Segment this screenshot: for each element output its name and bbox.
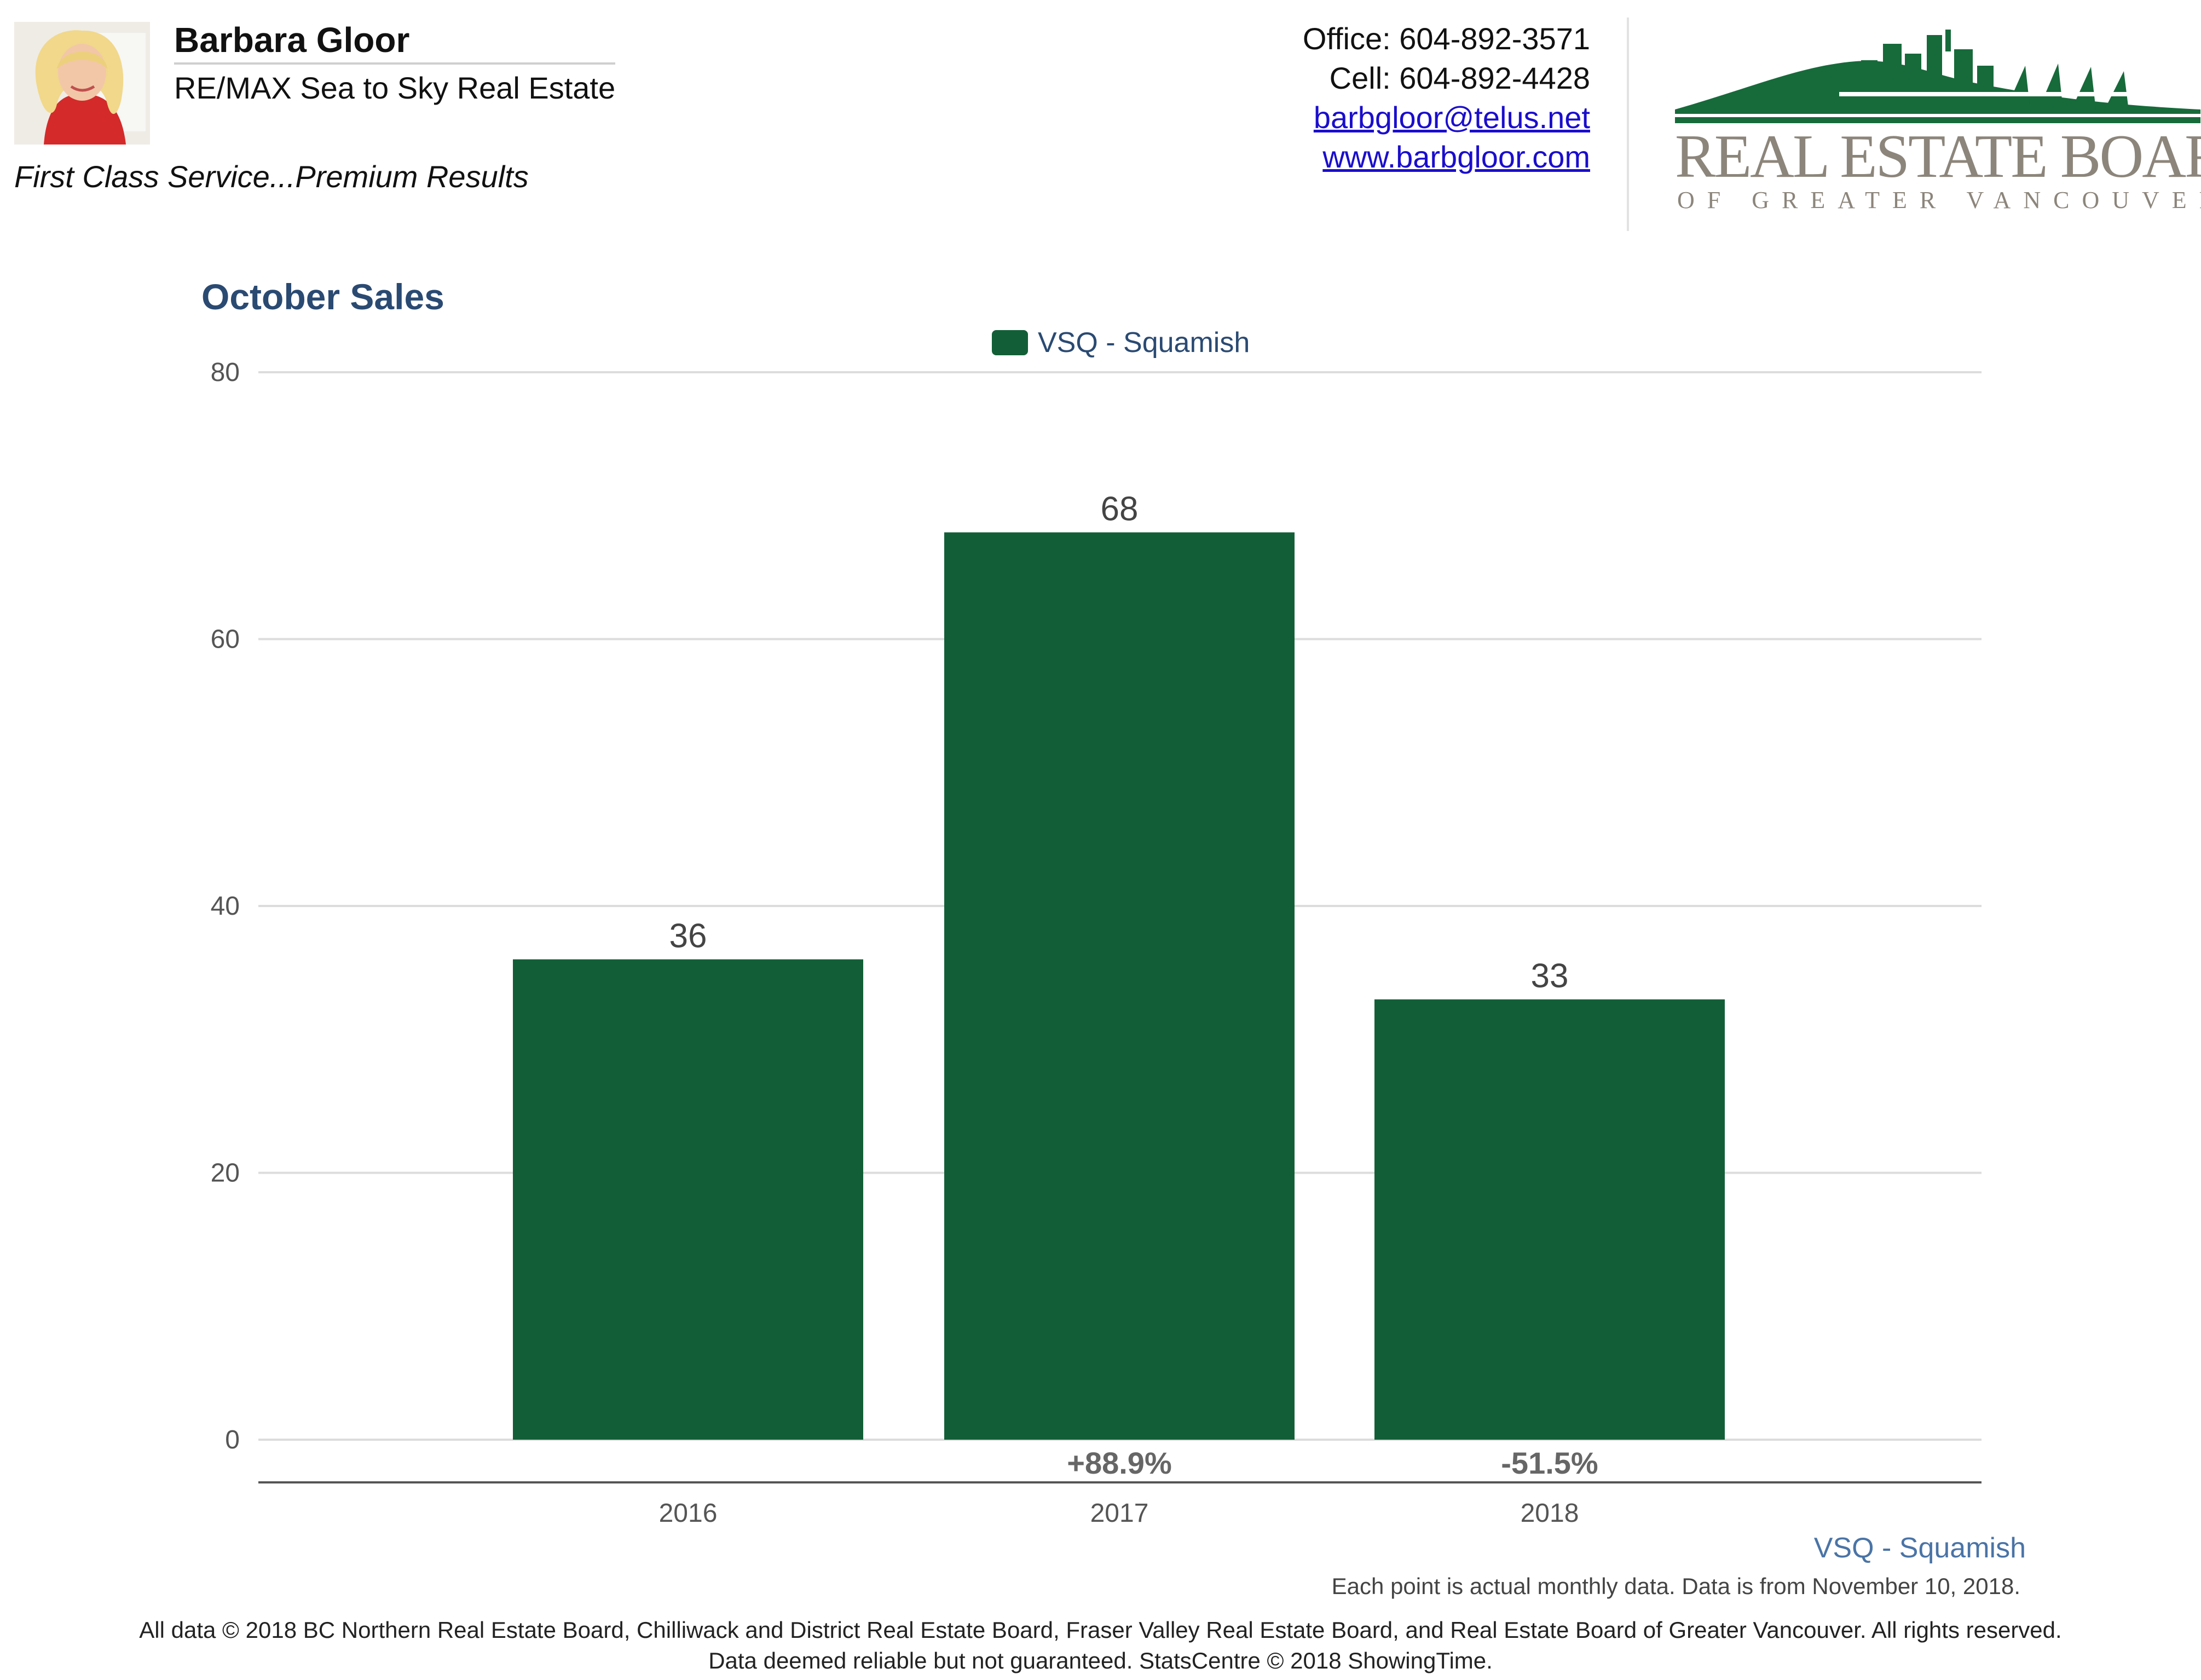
x-tick-label: 2017 <box>1090 1499 1149 1528</box>
email-line: barbgloor@telus.net <box>1314 100 1590 135</box>
change-label: +88.9% <box>1067 1446 1172 1480</box>
legend-label: VSQ - Squamish <box>1038 327 1250 359</box>
bar <box>944 532 1295 1440</box>
data-note: Each point is actual monthly data. Data … <box>1331 1573 2020 1599</box>
y-tick-label: 60 <box>211 625 240 654</box>
board-logo-title: REAL ESTATE BOARD <box>1675 123 2201 190</box>
chart-legend: VSQ - Squamish <box>992 327 1250 359</box>
board-logo-subtitle: OF GREATER VANCOUVER <box>1677 187 2201 213</box>
cell-phone: Cell: 604-892-4428 <box>1329 61 1590 95</box>
bar-value-label: 68 <box>1101 490 1139 528</box>
y-tick-label: 20 <box>211 1159 240 1188</box>
city-skyline-icon <box>1675 30 2200 123</box>
bar <box>513 959 863 1440</box>
y-tick-label: 40 <box>211 892 240 921</box>
bar-value-label: 33 <box>1531 957 1569 995</box>
disclaimer-notice: Data deemed reliable but not guaranteed.… <box>708 1648 1493 1673</box>
board-logo-skyline <box>1675 27 2200 123</box>
website-line: www.barbgloor.com <box>1322 139 1590 175</box>
agent-tagline: First Class Service...Premium Results <box>14 159 529 194</box>
y-tick-label: 80 <box>211 358 240 387</box>
agent-portrait-image <box>14 22 150 145</box>
agent-photo <box>14 22 150 145</box>
x-tick-label: 2016 <box>659 1499 718 1528</box>
chart-title: October Sales <box>201 276 444 317</box>
header-divider <box>1627 18 1629 231</box>
copyright-notice: All data © 2018 BC Northern Real Estate … <box>139 1617 2062 1643</box>
website-link[interactable]: www.barbgloor.com <box>1322 140 1590 174</box>
footer-series-label: VSQ - Squamish <box>1813 1532 2026 1564</box>
x-tick-label: 2018 <box>1521 1499 1579 1528</box>
agent-name: Barbara Gloor <box>174 20 410 60</box>
brokerage-name: RE/MAX Sea to Sky Real Estate <box>174 71 616 105</box>
y-tick-label: 0 <box>225 1425 240 1454</box>
change-label: -51.5% <box>1501 1446 1598 1480</box>
bar-value-label: 36 <box>669 917 707 955</box>
legend-swatch <box>992 330 1028 355</box>
bar <box>1374 999 1725 1440</box>
office-phone: Office: 604-892-3571 <box>1302 21 1590 56</box>
name-divider <box>174 62 615 65</box>
email-link[interactable]: barbgloor@telus.net <box>1313 100 1590 135</box>
